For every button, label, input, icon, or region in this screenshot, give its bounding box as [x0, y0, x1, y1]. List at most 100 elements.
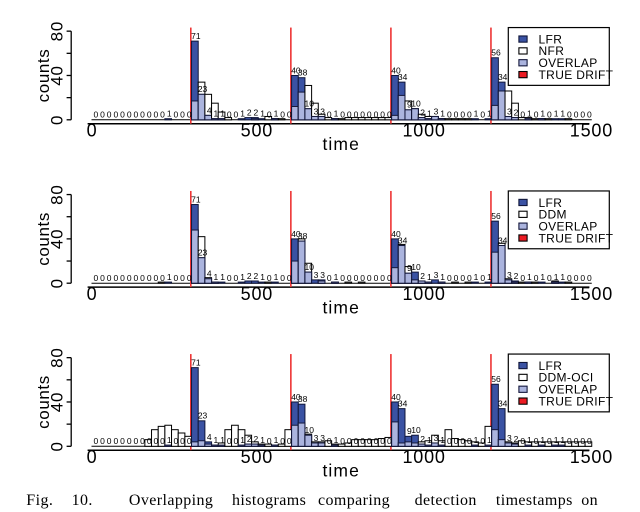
- svg-text:0: 0: [120, 436, 125, 446]
- svg-text:1: 1: [220, 435, 225, 445]
- svg-text:500: 500: [241, 447, 273, 467]
- svg-text:0: 0: [460, 273, 465, 283]
- svg-text:0: 0: [547, 436, 552, 446]
- svg-text:0: 0: [567, 110, 572, 120]
- svg-text:0: 0: [287, 436, 292, 446]
- svg-text:0: 0: [227, 436, 232, 446]
- svg-text:LFR: LFR: [539, 359, 563, 373]
- svg-text:0: 0: [174, 436, 179, 446]
- svg-text:1: 1: [560, 109, 565, 119]
- svg-text:0: 0: [347, 110, 352, 120]
- svg-text:1: 1: [527, 435, 532, 445]
- svg-text:0: 0: [454, 436, 459, 446]
- svg-text:0: 0: [180, 436, 185, 446]
- svg-text:0: 0: [467, 273, 472, 283]
- svg-text:0: 0: [374, 110, 379, 120]
- svg-text:3: 3: [314, 270, 319, 280]
- svg-text:0: 0: [100, 273, 105, 283]
- svg-text:0: 0: [140, 436, 145, 446]
- svg-text:1: 1: [427, 109, 432, 119]
- svg-text:0: 0: [47, 441, 66, 451]
- svg-text:0: 0: [587, 110, 592, 120]
- svg-text:0: 0: [460, 110, 465, 120]
- svg-text:0: 0: [234, 110, 239, 120]
- svg-text:3: 3: [507, 106, 512, 116]
- svg-text:34: 34: [498, 399, 508, 409]
- svg-text:0: 0: [187, 436, 192, 446]
- svg-text:1: 1: [540, 272, 545, 282]
- svg-text:OVERLAP: OVERLAP: [539, 56, 598, 70]
- svg-text:0: 0: [47, 278, 66, 288]
- svg-text:9: 9: [407, 426, 412, 436]
- svg-text:0: 0: [154, 436, 159, 446]
- svg-text:3: 3: [434, 106, 439, 116]
- svg-text:0: 0: [534, 273, 539, 283]
- svg-text:DDM: DDM: [539, 208, 567, 222]
- svg-text:34: 34: [498, 235, 508, 245]
- svg-text:0: 0: [587, 436, 592, 446]
- svg-text:1: 1: [260, 272, 265, 282]
- svg-text:2: 2: [420, 107, 425, 117]
- svg-text:1: 1: [240, 109, 245, 119]
- svg-text:1: 1: [427, 272, 432, 282]
- svg-text:0: 0: [100, 436, 105, 446]
- svg-text:3: 3: [507, 433, 512, 443]
- svg-text:0: 0: [133, 436, 138, 446]
- svg-text:1: 1: [167, 272, 172, 282]
- svg-text:0: 0: [147, 110, 152, 120]
- svg-text:0: 0: [267, 436, 272, 446]
- svg-text:1: 1: [214, 272, 219, 282]
- svg-text:time: time: [322, 461, 359, 481]
- svg-text:3: 3: [320, 270, 325, 280]
- svg-text:0: 0: [460, 436, 465, 446]
- svg-text:0: 0: [480, 110, 485, 120]
- svg-text:0: 0: [113, 273, 118, 283]
- svg-text:40: 40: [47, 229, 66, 250]
- svg-text:0: 0: [140, 110, 145, 120]
- svg-text:40: 40: [291, 65, 301, 75]
- svg-text:71: 71: [191, 358, 201, 368]
- svg-text:1000: 1000: [403, 447, 446, 467]
- svg-text:1000: 1000: [403, 120, 446, 140]
- svg-text:time: time: [322, 134, 359, 154]
- svg-text:40: 40: [47, 392, 66, 413]
- svg-text:2: 2: [514, 107, 519, 117]
- svg-text:0: 0: [287, 273, 292, 283]
- svg-text:3: 3: [507, 270, 512, 280]
- svg-text:1: 1: [527, 109, 532, 119]
- svg-text:1: 1: [214, 109, 219, 119]
- svg-text:1: 1: [487, 272, 492, 282]
- svg-text:0: 0: [234, 436, 239, 446]
- svg-text:23: 23: [198, 84, 208, 94]
- svg-text:1: 1: [260, 435, 265, 445]
- svg-text:80: 80: [47, 21, 66, 42]
- svg-text:4: 4: [207, 105, 212, 115]
- svg-text:2: 2: [514, 271, 519, 281]
- svg-text:1: 1: [540, 109, 545, 119]
- svg-text:0: 0: [340, 110, 345, 120]
- svg-text:OVERLAP: OVERLAP: [539, 383, 598, 397]
- svg-text:0: 0: [227, 273, 232, 283]
- svg-text:0: 0: [534, 110, 539, 120]
- svg-text:0: 0: [287, 110, 292, 120]
- svg-text:9: 9: [407, 100, 412, 110]
- svg-text:10: 10: [411, 99, 421, 109]
- svg-text:0: 0: [447, 110, 452, 120]
- svg-text:counts: counts: [34, 375, 53, 429]
- svg-text:0: 0: [454, 273, 459, 283]
- svg-text:NFR: NFR: [539, 44, 565, 58]
- svg-text:0: 0: [160, 436, 165, 446]
- svg-text:OVERLAP: OVERLAP: [539, 219, 598, 233]
- svg-text:0: 0: [467, 110, 472, 120]
- svg-text:1: 1: [274, 109, 279, 119]
- svg-text:23: 23: [198, 411, 208, 421]
- svg-text:2: 2: [420, 434, 425, 444]
- svg-text:80: 80: [47, 184, 66, 205]
- svg-text:0: 0: [580, 273, 585, 283]
- svg-text:TRUE DRIFT: TRUE DRIFT: [539, 394, 614, 408]
- svg-text:0: 0: [147, 273, 152, 283]
- svg-text:1: 1: [260, 109, 265, 119]
- svg-text:0: 0: [340, 436, 345, 446]
- svg-text:0: 0: [154, 110, 159, 120]
- svg-text:0: 0: [160, 273, 165, 283]
